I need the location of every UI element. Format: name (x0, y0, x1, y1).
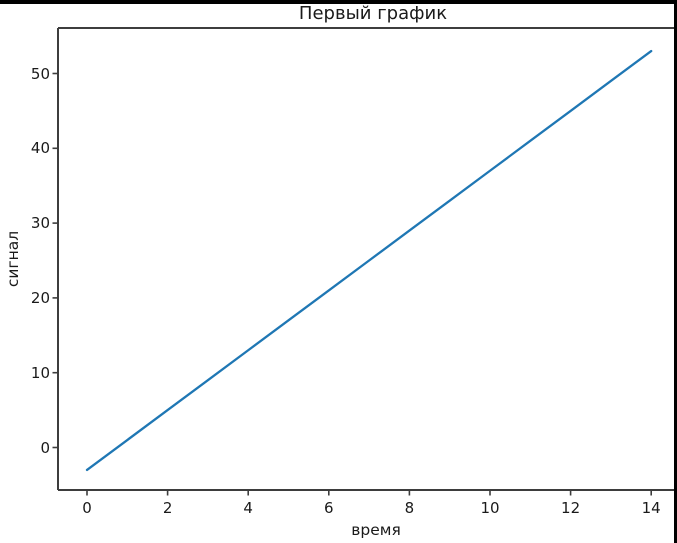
x-tick-label: 2 (162, 499, 173, 517)
x-tick-label: 8 (404, 499, 415, 517)
top-border (0, 0, 677, 4)
right-border (674, 0, 677, 543)
data-line (85, 49, 653, 472)
x-tick-label: 4 (243, 499, 253, 517)
y-axis-label: сигнал (4, 230, 22, 288)
x-tick-label: 12 (561, 499, 581, 517)
y-tick-label: 0 (40, 438, 50, 457)
y-tick-label: 40 (30, 139, 50, 158)
x-tick-label: 10 (480, 499, 500, 517)
x-axis-label: время (351, 521, 401, 539)
y-tick-label: 20 (30, 288, 50, 307)
chart-title: Первый график (298, 3, 448, 24)
x-tick-label: 0 (82, 499, 92, 517)
y-tick-label: 10 (30, 363, 50, 382)
y-tick-label: 30 (30, 214, 50, 233)
x-tick-label: 6 (324, 499, 334, 517)
y-tick-label: 50 (30, 64, 50, 83)
x-tick-label: 14 (641, 499, 661, 517)
